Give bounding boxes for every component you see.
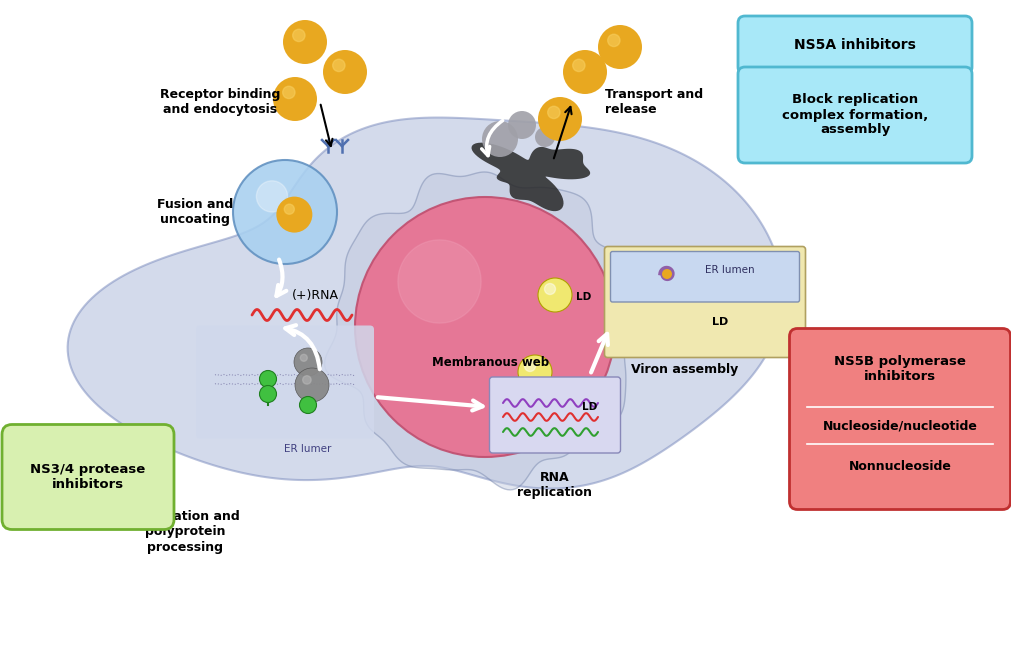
Circle shape [300, 354, 307, 361]
Circle shape [233, 160, 337, 264]
Circle shape [482, 121, 518, 157]
Text: Membranous web: Membranous web [432, 355, 549, 369]
Text: NS3/4 protease
inhibitors: NS3/4 protease inhibitors [30, 463, 146, 491]
Circle shape [508, 111, 536, 139]
Text: NS5A inhibitors: NS5A inhibitors [794, 38, 916, 52]
Text: ER lumer: ER lumer [284, 444, 332, 454]
Text: Receptor binding
and endocytosis: Receptor binding and endocytosis [160, 88, 280, 116]
Circle shape [550, 394, 560, 405]
Circle shape [572, 59, 585, 72]
FancyBboxPatch shape [790, 328, 1011, 509]
FancyBboxPatch shape [489, 377, 621, 453]
Circle shape [292, 30, 305, 41]
Circle shape [538, 97, 582, 141]
Circle shape [333, 59, 345, 72]
Polygon shape [68, 118, 783, 489]
FancyBboxPatch shape [611, 252, 800, 302]
Text: Transport and
release: Transport and release [605, 88, 703, 116]
Circle shape [398, 240, 481, 323]
Circle shape [273, 77, 317, 121]
Circle shape [260, 371, 276, 388]
Circle shape [283, 86, 295, 99]
Circle shape [276, 196, 312, 233]
Circle shape [295, 368, 329, 402]
Circle shape [543, 388, 577, 422]
Circle shape [355, 197, 615, 457]
Text: LD: LD [576, 292, 591, 302]
Text: LD: LD [712, 317, 728, 327]
Polygon shape [471, 143, 590, 211]
Circle shape [284, 204, 294, 214]
Text: Translation and
polyprotein
processing: Translation and polyprotein processing [130, 510, 240, 553]
Circle shape [283, 20, 327, 64]
Circle shape [260, 386, 276, 403]
Circle shape [518, 355, 552, 389]
FancyBboxPatch shape [196, 325, 374, 438]
Text: Nucleoside/nucleotide: Nucleoside/nucleotide [823, 420, 978, 432]
Circle shape [563, 50, 607, 94]
Circle shape [323, 50, 367, 94]
Text: NS5B polymerase
inhibitors: NS5B polymerase inhibitors [834, 355, 966, 383]
Circle shape [299, 397, 316, 413]
Text: RNA
replication: RNA replication [518, 471, 592, 499]
Circle shape [598, 25, 642, 69]
Circle shape [548, 106, 560, 118]
Circle shape [538, 278, 572, 312]
FancyBboxPatch shape [738, 67, 972, 163]
Text: Block replication
complex formation,
assembly: Block replication complex formation, ass… [782, 93, 928, 137]
Circle shape [545, 284, 555, 294]
Circle shape [302, 376, 311, 384]
Circle shape [257, 181, 287, 212]
FancyBboxPatch shape [738, 16, 972, 74]
Circle shape [525, 361, 536, 371]
Polygon shape [325, 172, 646, 490]
FancyBboxPatch shape [605, 246, 806, 357]
Text: ER lumen: ER lumen [706, 265, 755, 275]
Circle shape [294, 348, 321, 376]
Circle shape [608, 34, 620, 47]
Text: Viron assembly: Viron assembly [632, 363, 739, 376]
Text: Nonnucleoside: Nonnucleoside [848, 461, 951, 474]
Circle shape [535, 127, 555, 147]
Circle shape [662, 269, 672, 279]
Text: Fusion and
uncoating: Fusion and uncoating [157, 198, 234, 226]
Text: LD: LD [582, 402, 598, 412]
Text: (+)RNA: (+)RNA [291, 288, 339, 302]
FancyBboxPatch shape [2, 424, 174, 530]
